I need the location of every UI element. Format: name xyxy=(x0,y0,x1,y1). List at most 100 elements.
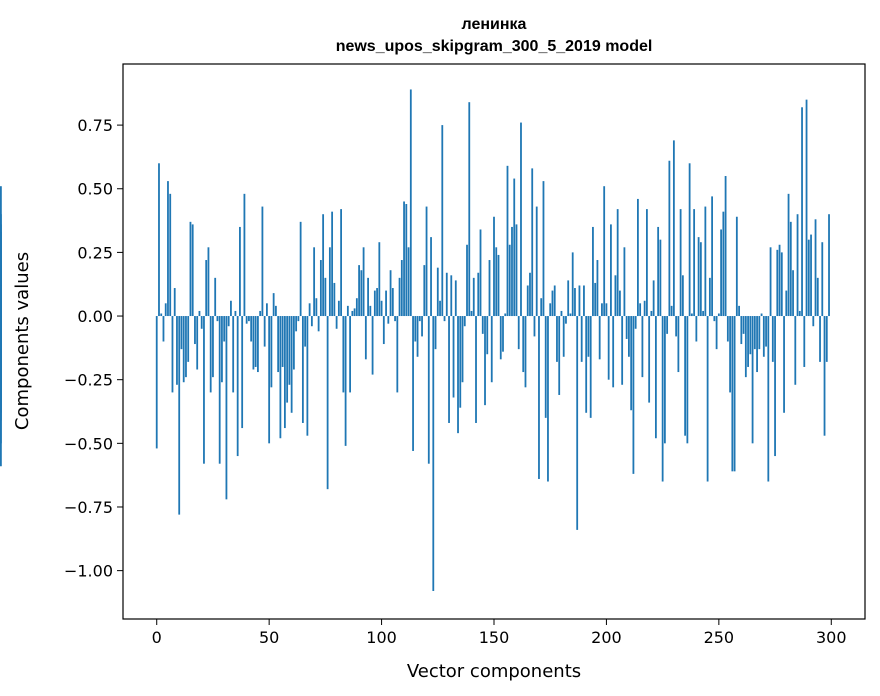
bar xyxy=(457,316,459,434)
bar xyxy=(364,316,367,360)
bar xyxy=(342,316,345,393)
bar xyxy=(659,239,662,317)
bar xyxy=(726,316,729,342)
bar xyxy=(558,316,561,395)
bar xyxy=(279,316,282,439)
bar xyxy=(774,316,776,457)
bar xyxy=(668,160,671,317)
bar xyxy=(394,316,396,322)
bar xyxy=(423,265,426,317)
bar xyxy=(556,316,558,362)
bar xyxy=(292,316,295,370)
bar xyxy=(333,282,336,317)
bar xyxy=(601,303,603,317)
bar xyxy=(623,247,626,317)
bar xyxy=(389,270,392,317)
bar xyxy=(203,316,205,464)
bar xyxy=(189,221,192,317)
bar xyxy=(351,310,354,317)
bar xyxy=(360,270,363,317)
bar xyxy=(603,186,606,317)
bar xyxy=(769,247,772,317)
bar xyxy=(288,316,291,385)
bar xyxy=(205,260,208,317)
bar xyxy=(160,313,163,317)
bar xyxy=(418,316,421,322)
bar xyxy=(592,226,594,317)
bar xyxy=(252,316,255,370)
bar xyxy=(173,288,176,317)
bar xyxy=(187,316,190,362)
bar xyxy=(270,316,273,388)
bar xyxy=(400,260,403,317)
bar xyxy=(533,316,536,337)
bar xyxy=(373,290,376,317)
bar xyxy=(713,316,716,322)
bar xyxy=(706,316,709,482)
bar xyxy=(697,237,700,317)
bar xyxy=(632,316,635,474)
bar xyxy=(708,277,711,317)
bar xyxy=(616,209,619,317)
bars-group xyxy=(0,89,830,591)
bar xyxy=(344,316,347,446)
bar xyxy=(162,316,165,342)
bar xyxy=(612,316,615,388)
bar xyxy=(544,316,547,418)
bar xyxy=(596,260,599,317)
bar xyxy=(243,193,246,317)
bar xyxy=(257,316,259,373)
bar xyxy=(218,316,221,464)
bar xyxy=(0,232,2,317)
y-tick-label: 0.25 xyxy=(77,243,113,262)
bar xyxy=(313,247,316,317)
bar xyxy=(283,316,286,429)
bar xyxy=(535,206,538,317)
bar xyxy=(666,316,669,334)
x-tick-label: 200 xyxy=(591,628,622,647)
bar xyxy=(378,242,381,317)
bar xyxy=(628,316,630,357)
bar xyxy=(430,237,432,317)
bar xyxy=(693,209,696,317)
bar xyxy=(178,316,181,515)
bar xyxy=(297,316,300,322)
bar xyxy=(607,316,610,380)
y-tick-label: −0.75 xyxy=(64,498,113,517)
bar xyxy=(306,316,309,436)
bar xyxy=(432,316,435,591)
bar xyxy=(497,254,500,317)
bar xyxy=(299,221,302,317)
x-ticks: 0 50 100 150 200 250 300 xyxy=(152,619,847,647)
bar xyxy=(522,316,525,373)
bar xyxy=(425,206,428,317)
bar xyxy=(547,316,549,482)
bar xyxy=(771,316,774,362)
bar xyxy=(445,272,448,317)
bar xyxy=(335,316,338,329)
bar xyxy=(699,242,702,317)
y-ticks: −1.00 −0.75 −0.50 −0.25 0.00 0.25 0.50 0.75 xyxy=(64,116,123,581)
bar xyxy=(234,310,237,317)
bar xyxy=(614,275,617,317)
bar xyxy=(520,122,522,317)
bar xyxy=(789,221,792,317)
bar xyxy=(504,313,507,317)
bar xyxy=(227,316,230,327)
bar xyxy=(355,298,358,317)
bar xyxy=(223,316,226,342)
bar xyxy=(816,277,819,317)
bar xyxy=(747,316,749,367)
bar xyxy=(349,316,351,393)
bar xyxy=(164,303,167,317)
bar xyxy=(672,140,675,317)
bar xyxy=(490,316,493,383)
bar xyxy=(301,316,304,423)
bar xyxy=(724,176,727,317)
bar xyxy=(567,280,570,317)
bar xyxy=(783,316,785,413)
bar xyxy=(794,316,797,385)
bar xyxy=(502,316,504,352)
bar xyxy=(578,285,581,317)
y-tick-label: −1.00 xyxy=(64,562,113,581)
